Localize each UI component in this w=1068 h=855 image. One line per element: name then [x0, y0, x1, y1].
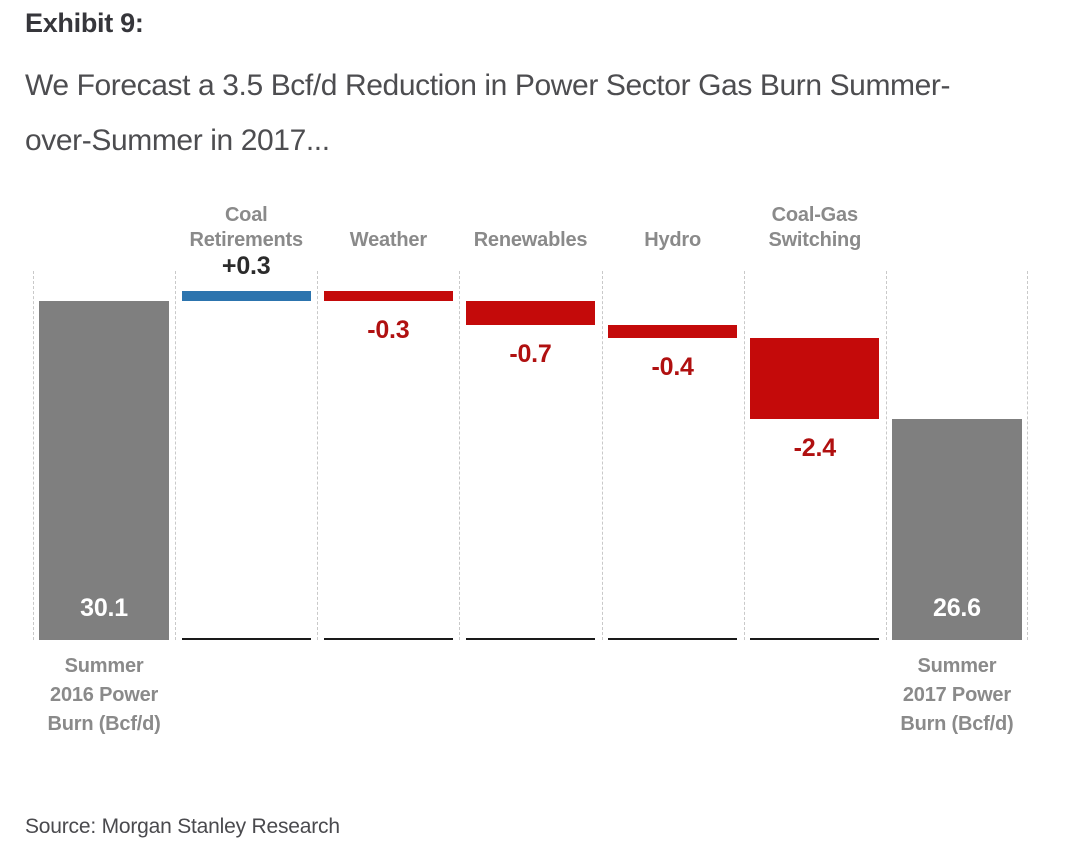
- category-label-coal-retirements: Coal Retirements: [175, 203, 317, 253]
- chart-subtitle: We Forecast a 3.5 Bcf/d Reduction in Pow…: [25, 58, 951, 168]
- plot-area: 30.1 +0.3 -0.3 -0.7 -0.4 -2.4 26.6: [33, 252, 1028, 640]
- label-line: Weather: [349, 229, 427, 251]
- category-label-coal-gas-switching: Coal-Gas Switching: [744, 203, 886, 253]
- grid-dashed-line: [175, 271, 177, 640]
- baseline-segment: [607, 637, 738, 640]
- label-line: 2016 Power: [50, 684, 159, 706]
- label-line: Burn (Bcf/d): [47, 713, 161, 735]
- axis-label-summer-2017-power-burn-bcf-d: Summer 2017 Power Burn (Bcf/d): [886, 652, 1028, 739]
- value-label-weather: -0.3: [367, 316, 410, 345]
- value-label-coal-gas-switching: -2.4: [793, 433, 836, 462]
- category-label-hydro: Hydro: [602, 228, 744, 253]
- bar-weather: [323, 291, 454, 302]
- label-line: Summer: [917, 655, 997, 677]
- category-labels-row: Coal Retirements Weather Renewables Hydro Coa…: [33, 200, 1028, 253]
- value-label-summer-2016-power-burn-bcf-d: 30.1: [80, 594, 128, 622]
- value-label-hydro: -0.4: [651, 353, 694, 382]
- grid-dashed-line: [459, 271, 461, 640]
- waterfall-chart: Coal Retirements Weather Renewables Hydro Coa…: [33, 200, 1028, 745]
- label-line: Summer: [64, 655, 144, 677]
- label-line: 2017 Power: [902, 684, 1011, 706]
- baseline-segment: [181, 637, 311, 640]
- label-line: Switching: [768, 229, 862, 251]
- baseline-segment: [323, 637, 454, 640]
- label-line: Coal-Gas: [771, 204, 858, 226]
- category-label-renewables: Renewables: [459, 228, 601, 253]
- grid-dashed-line: [1027, 271, 1028, 640]
- label-line: Hydro: [644, 229, 702, 251]
- grid-dashed-line: [743, 271, 745, 640]
- exhibit-label: Exhibit 9:: [25, 8, 144, 38]
- label-line: Coal: [224, 204, 268, 226]
- bar-summer-2017-power-burn-bcf-d: [892, 418, 1022, 640]
- bar-summer-2016-power-burn-bcf-d: [39, 301, 169, 640]
- bar-hydro: [607, 324, 738, 339]
- bar-coal-retirements: [181, 291, 311, 302]
- value-label-summer-2017-power-burn-bcf-d: 26.6: [932, 594, 981, 622]
- label-line: Burn (Bcf/d): [900, 713, 1014, 735]
- grid-dashed-line: [885, 271, 887, 640]
- baseline-segment: [750, 637, 880, 640]
- grid-dashed-line: [601, 271, 603, 640]
- bar-renewables: [465, 301, 596, 325]
- grid-dashed-line: [317, 271, 319, 640]
- axis-label-summer-2016-power-burn-bcf-d: Summer 2016 Power Burn (Bcf/d): [33, 652, 175, 739]
- subtitle-line-2: over-Summer in 2017...: [25, 124, 330, 157]
- bar-coal-gas-switching: [750, 338, 880, 419]
- subtitle-line-1: We Forecast a 3.5 Bcf/d Reduction in Pow…: [25, 69, 951, 102]
- source-note: Source: Morgan Stanley Research: [25, 815, 340, 838]
- baseline-segment: [465, 637, 596, 640]
- grid-dashed-line: [33, 271, 34, 640]
- label-line: Retirements: [189, 229, 304, 251]
- label-line: Renewables: [473, 229, 588, 251]
- value-label-renewables: -0.7: [509, 339, 552, 368]
- category-label-weather: Weather: [317, 228, 459, 253]
- value-label-coal-retirements: +0.3: [221, 252, 271, 281]
